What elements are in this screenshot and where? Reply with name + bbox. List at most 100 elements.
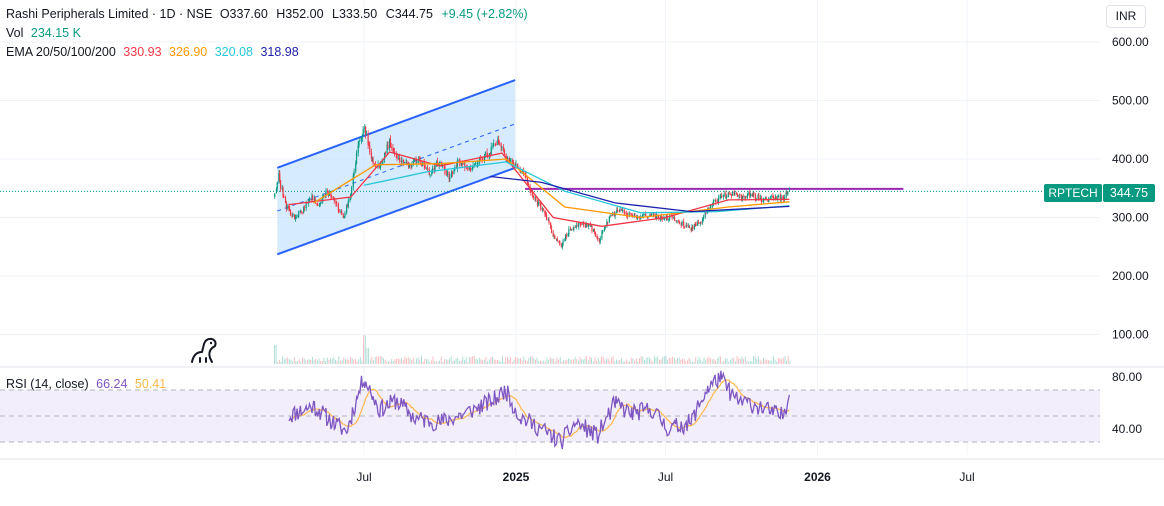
volume-bar [620, 357, 622, 364]
volume-bar [541, 361, 543, 364]
candle-body [498, 139, 500, 143]
candle-body [742, 195, 744, 197]
volume-bar [568, 358, 569, 364]
candle-body [601, 232, 603, 239]
volume-bar [746, 361, 748, 364]
candle-body [780, 196, 782, 201]
candle-body [396, 155, 398, 159]
volume-label[interactable]: Vol [6, 26, 24, 40]
ema-line-200 [490, 175, 790, 213]
volume-bar [736, 356, 738, 364]
rsi-label[interactable]: RSI (14, close) [6, 377, 89, 391]
candle-body [512, 159, 514, 164]
volume-bar [650, 359, 652, 364]
volume-bar [417, 357, 419, 364]
volume-bar [425, 358, 427, 364]
volume-bar [511, 361, 513, 364]
volume-bar [639, 358, 640, 364]
candle-body [697, 222, 699, 226]
volume-bar [449, 358, 450, 364]
volume-bar [508, 359, 510, 364]
candle-body [292, 214, 294, 217]
candle-body [649, 214, 651, 217]
volume-bar [551, 358, 553, 364]
candle-body [372, 158, 374, 164]
candle-body [393, 152, 396, 154]
candle-body [486, 152, 488, 157]
candle-body [608, 216, 610, 222]
volume-bar [318, 358, 320, 364]
volume-bar [698, 357, 700, 364]
candle-body [777, 195, 779, 200]
volume-bar [429, 361, 431, 364]
volume-bar [536, 357, 538, 364]
candle-body [398, 157, 401, 161]
candle-body [410, 164, 412, 167]
candle-body [666, 215, 668, 221]
candle-body [787, 191, 789, 195]
candle-body [537, 201, 539, 205]
volume-bar [379, 356, 381, 364]
volume-bar [586, 356, 588, 364]
volume-bar [404, 356, 406, 364]
volume-bar [561, 361, 563, 364]
volume-bar [348, 359, 350, 364]
volume-bar [556, 357, 558, 364]
volume-bar [506, 357, 508, 364]
candle-body [327, 190, 329, 193]
candle-body [560, 245, 563, 248]
candle-body [593, 229, 596, 232]
volume-bar [396, 358, 398, 364]
candle-body [318, 205, 320, 207]
symbol-title[interactable]: Rashi Peripherals Limited · 1D · NSE [6, 7, 213, 21]
candle-body [352, 175, 354, 188]
volume-bar [721, 361, 723, 364]
volume-bar [627, 361, 629, 364]
candle-body [704, 211, 706, 217]
candle-body [561, 244, 563, 248]
volume-bar [754, 356, 756, 364]
candle-body [281, 188, 283, 189]
candle-body [488, 153, 491, 157]
volume-bar [672, 356, 674, 364]
volume-bar [635, 358, 637, 364]
candle-body [734, 193, 736, 195]
candle-body [481, 158, 483, 160]
volume-bar [455, 358, 457, 364]
candle-body [598, 239, 601, 242]
candle-body [783, 197, 786, 200]
volume-bar [392, 360, 394, 364]
candle-body [739, 194, 741, 196]
volume-bar [637, 361, 639, 364]
candle-body [545, 213, 547, 215]
candle-body [349, 199, 351, 201]
candle-body [419, 160, 421, 164]
candle-body [785, 192, 787, 198]
volume-bar [543, 360, 545, 364]
volume-bar [414, 361, 416, 364]
candle-body [353, 171, 355, 176]
candle-body [744, 196, 746, 197]
candle-body [316, 203, 318, 204]
logo-outline [191, 337, 217, 363]
candle-body [564, 235, 567, 241]
volume-bar [625, 359, 627, 364]
candle-body [403, 162, 406, 164]
candle-body [640, 217, 642, 220]
volume-bar [723, 361, 725, 364]
candle-body [762, 200, 764, 203]
volume-bar [307, 359, 308, 364]
volume-bar [539, 360, 541, 364]
candle-body [357, 145, 359, 154]
candle-body [556, 238, 558, 241]
volume-bar [645, 358, 647, 364]
ema-label[interactable]: EMA 20/50/100/200 [6, 45, 116, 59]
volume-bar [287, 357, 289, 364]
candle-body [476, 163, 478, 165]
candle-body [596, 235, 598, 238]
candle-body [570, 229, 572, 231]
candle-body [503, 150, 506, 155]
currency-button[interactable]: INR [1106, 5, 1146, 28]
